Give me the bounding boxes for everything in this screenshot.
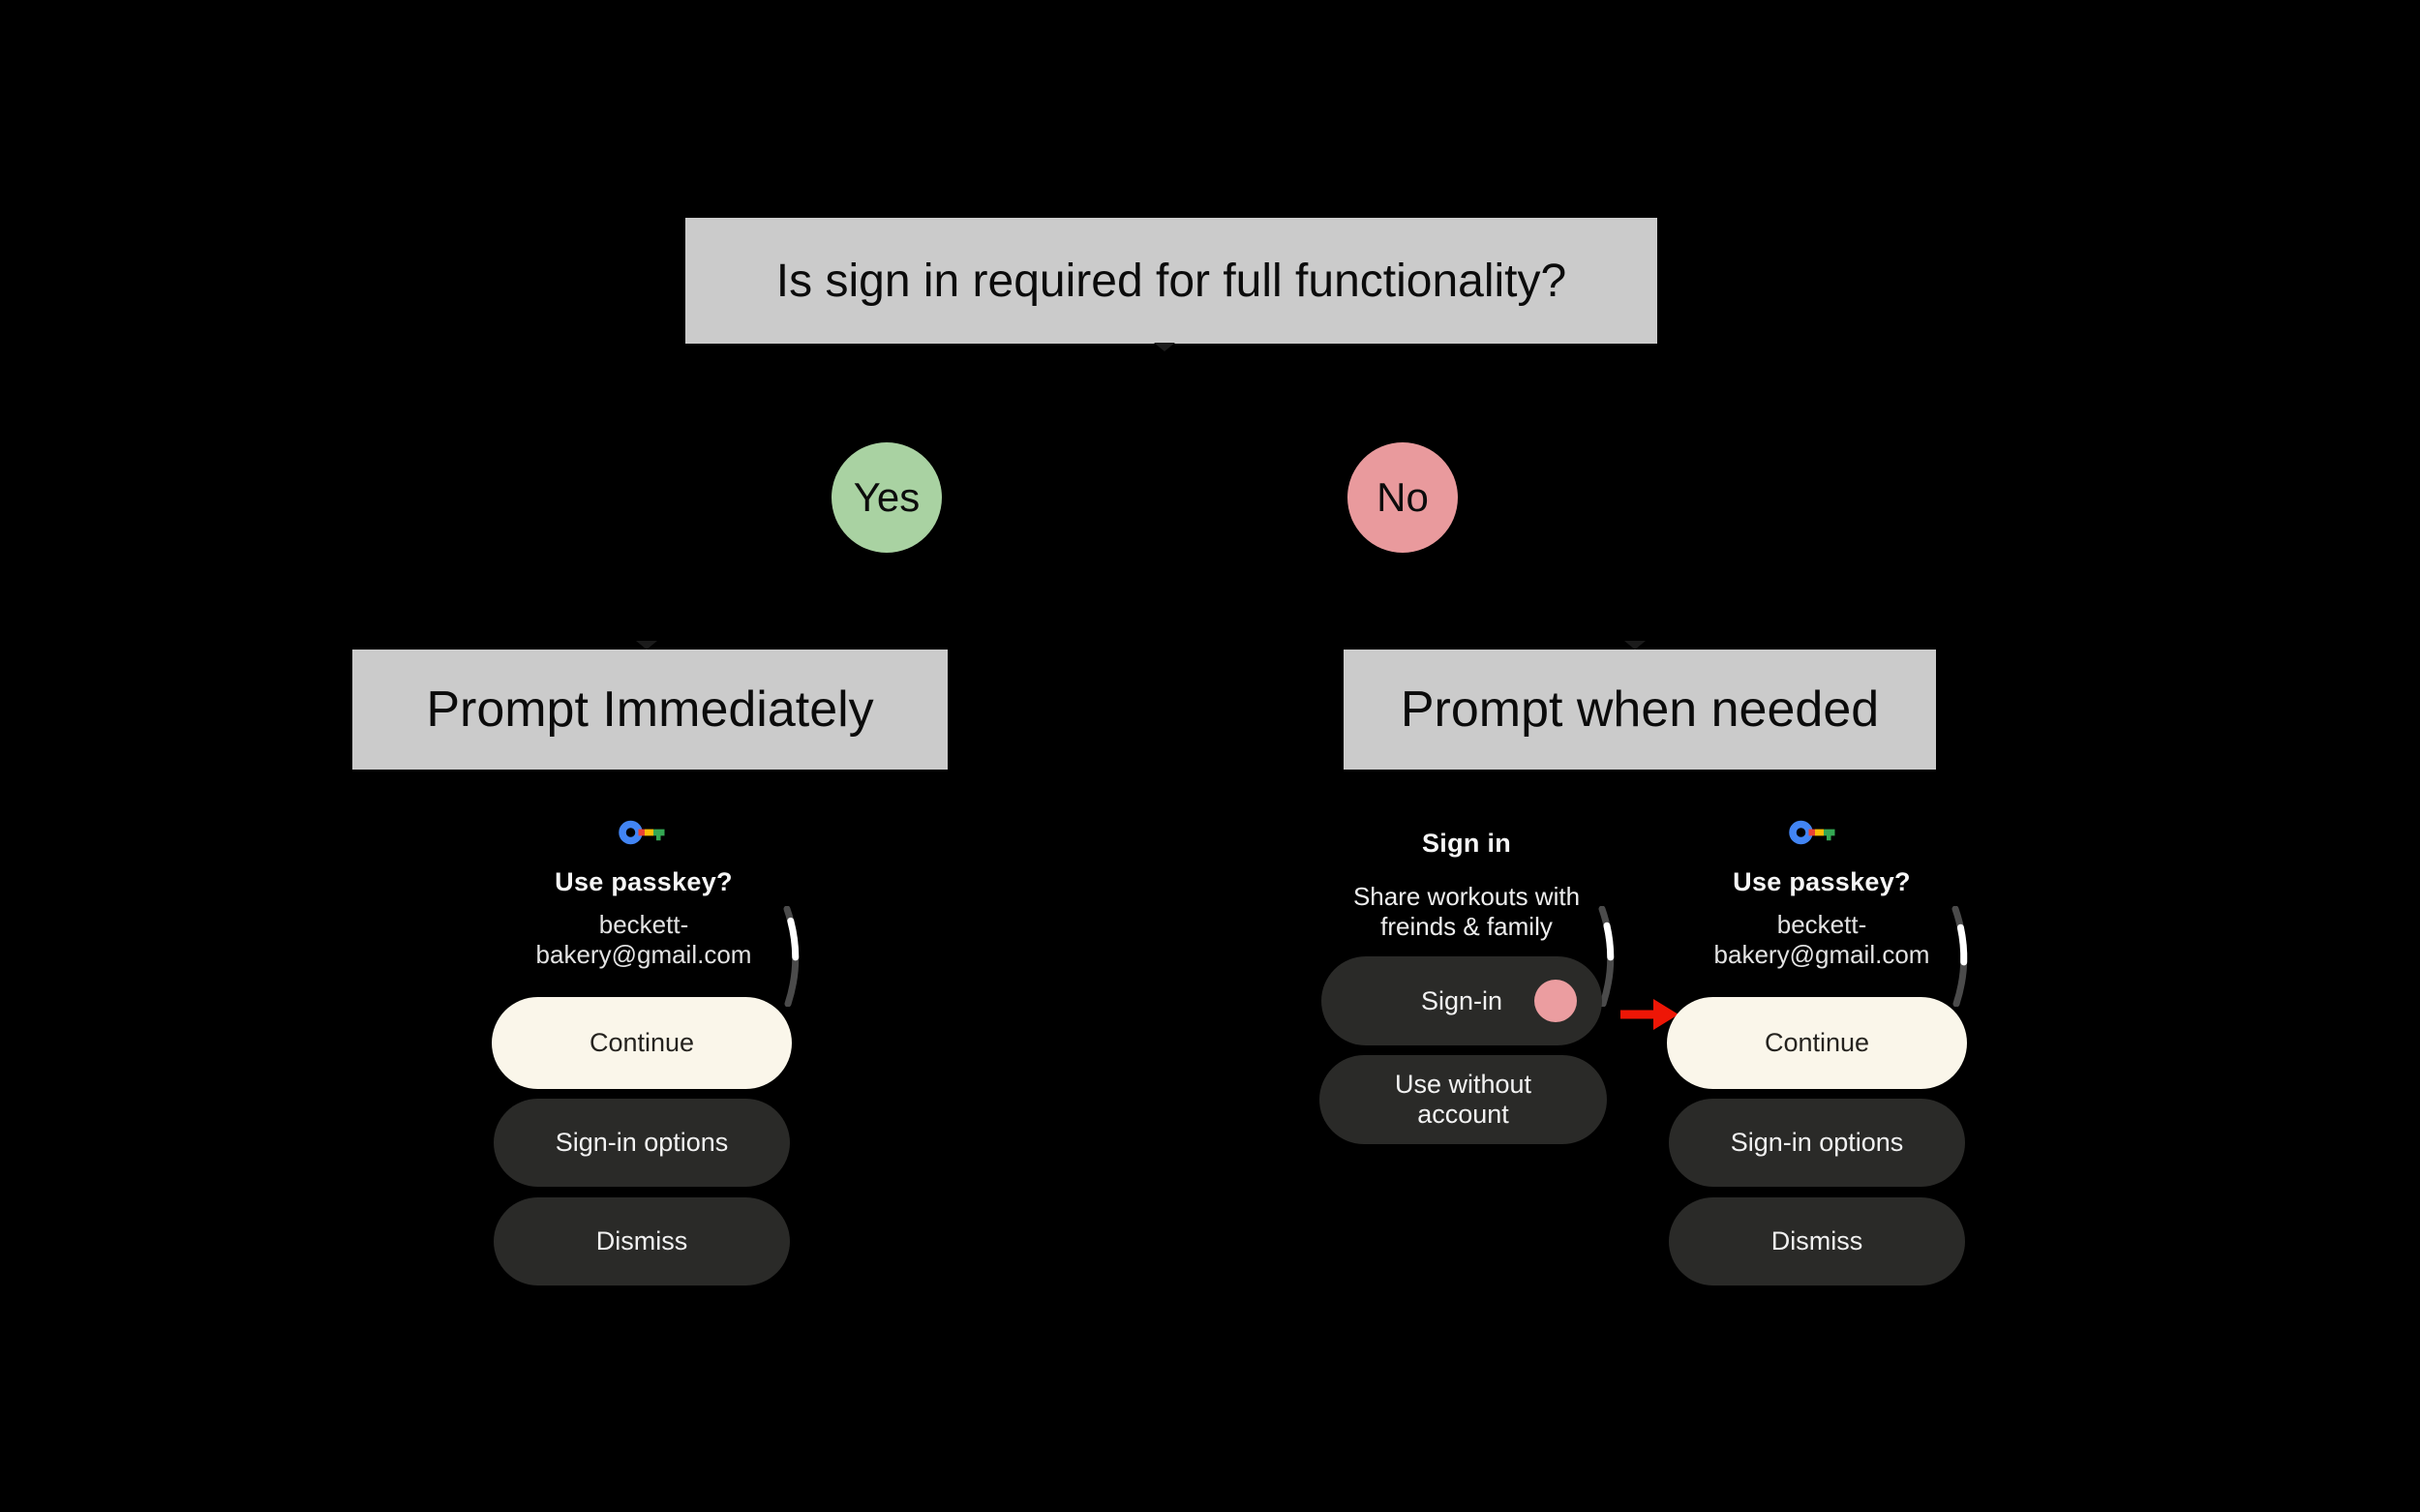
prompt-immediately-box: Prompt Immediately xyxy=(352,650,948,770)
yes-node: Yes xyxy=(832,442,942,553)
scroll-indicator xyxy=(783,906,800,1007)
yes-label: Yes xyxy=(853,474,921,520)
sign-in-title: Sign in xyxy=(1421,829,1512,858)
sign-in-subtitle: Share workouts with freinds & family xyxy=(1307,882,1626,942)
continue-button[interactable]: Continue xyxy=(1667,997,1967,1089)
dismiss-button[interactable]: Dismiss xyxy=(494,1197,790,1285)
scroll-indicator xyxy=(1951,906,1968,1007)
question-text: Is sign in required for full functionali… xyxy=(775,255,1567,307)
dismiss-label: Dismiss xyxy=(595,1226,688,1255)
sign-in-options-label: Sign-in options xyxy=(555,1128,729,1157)
account-email-line2: bakery@gmail.com xyxy=(535,940,752,969)
account-email: beckett- bakery@gmail.com xyxy=(1657,910,1986,970)
connector-arrowhead xyxy=(1154,343,1175,351)
scroll-indicator xyxy=(1598,906,1615,1007)
continue-button[interactable]: Continue xyxy=(492,997,792,1089)
tap-highlight-dot xyxy=(1534,980,1577,1022)
continue-label: Continue xyxy=(1764,1028,1870,1057)
connector-arrowhead xyxy=(1624,641,1646,650)
use-without-account-label: Use without account xyxy=(1395,1070,1531,1130)
sign-in-options-label: Sign-in options xyxy=(1730,1128,1904,1157)
no-node: No xyxy=(1347,442,1458,553)
passkey-screen-right: Use passkey? beckett- bakery@gmail.com C… xyxy=(1657,813,1986,1307)
sign-in-button-label: Sign-in xyxy=(1420,985,1503,1015)
prompt-when-needed-box: Prompt when needed xyxy=(1344,650,1936,770)
dismiss-button[interactable]: Dismiss xyxy=(1669,1197,1965,1285)
passkey-title: Use passkey? xyxy=(555,867,733,896)
use-without-account-button[interactable]: Use without account xyxy=(1319,1055,1607,1144)
sign-in-subtitle-line2: freinds & family xyxy=(1380,912,1553,941)
sign-in-subtitle-line1: Share workouts with xyxy=(1352,882,1581,911)
sign-in-options-button[interactable]: Sign-in options xyxy=(1669,1099,1965,1187)
sign-in-button[interactable]: Sign-in xyxy=(1321,956,1602,1045)
google-passkey-icon xyxy=(1789,820,1835,845)
account-email: beckett- bakery@gmail.com xyxy=(474,910,813,970)
account-email-line2: bakery@gmail.com xyxy=(1713,940,1930,969)
question-box: Is sign in required for full functionali… xyxy=(685,218,1657,344)
use-without-line2: account xyxy=(1417,1100,1509,1129)
sign-in-options-button[interactable]: Sign-in options xyxy=(494,1099,790,1187)
connector-arrowhead xyxy=(636,641,657,650)
account-email-line1: beckett- xyxy=(598,910,689,939)
no-label: No xyxy=(1376,474,1429,520)
prompt-immediately-text: Prompt Immediately xyxy=(426,681,874,738)
google-passkey-icon xyxy=(619,820,665,845)
red-arrow-annotation xyxy=(1620,999,1679,1030)
passkey-screen-left: Use passkey? beckett- bakery@gmail.com C… xyxy=(474,813,813,1307)
prompt-when-needed-text: Prompt when needed xyxy=(1400,681,1880,738)
passkey-title: Use passkey? xyxy=(1733,867,1911,896)
sign-in-screen: Sign in Share workouts with freinds & fa… xyxy=(1307,813,1626,1162)
use-without-line1: Use without xyxy=(1394,1070,1532,1099)
dismiss-label: Dismiss xyxy=(1770,1226,1863,1255)
account-email-line1: beckett- xyxy=(1776,910,1867,939)
continue-label: Continue xyxy=(589,1028,695,1057)
